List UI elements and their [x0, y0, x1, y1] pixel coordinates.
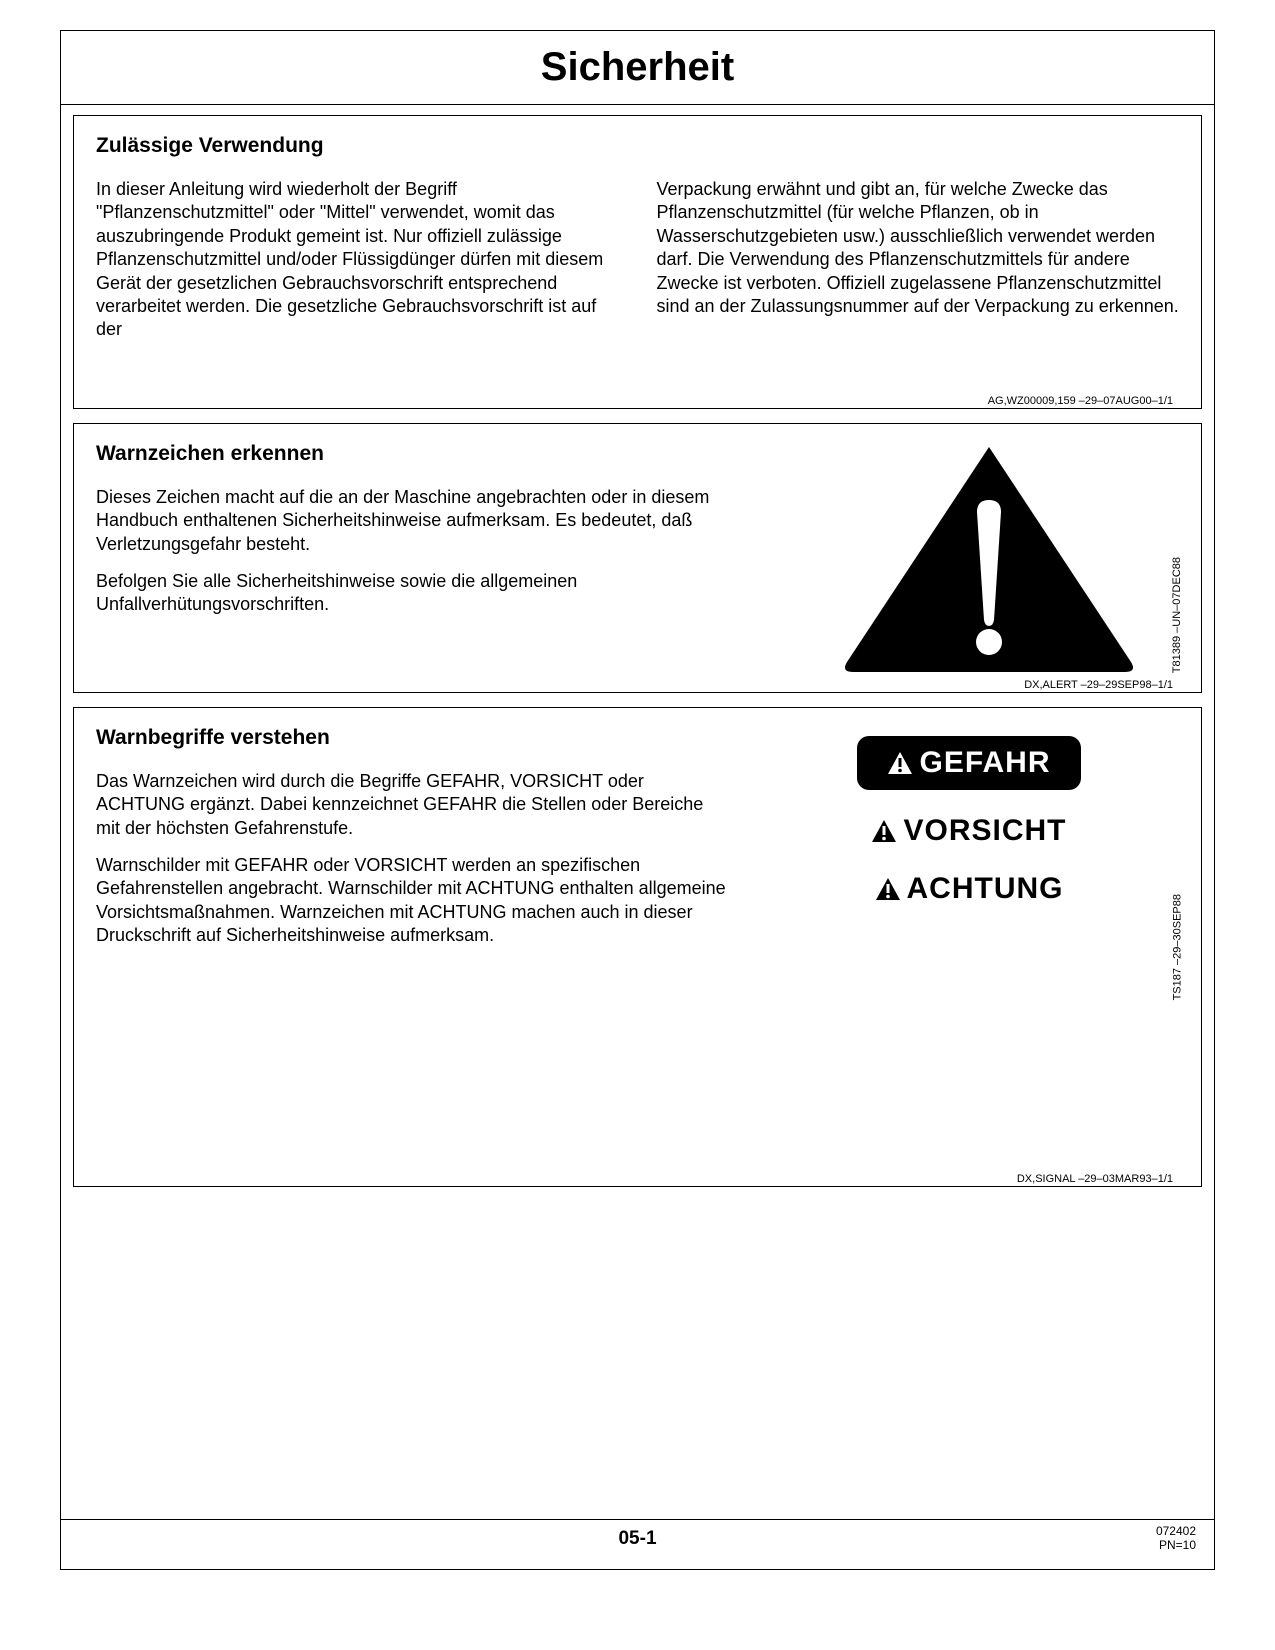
vorsicht-text: VORSICHT — [903, 814, 1066, 848]
warning-triangle-icon — [871, 819, 897, 843]
warning-triangle-icon — [839, 442, 1139, 672]
col-left: In dieser Anleitung wird wiederholt der … — [96, 178, 619, 342]
heading-permitted-use: Zulässige Verwendung — [96, 134, 1179, 158]
warning-triangle-figure: T81389 –UN–07DEC88 — [799, 442, 1179, 672]
gefahr-badge: GEFAHR — [857, 736, 1080, 790]
reference-code: DX,ALERT –29–29SEP98–1/1 — [1024, 679, 1173, 691]
content-area: Zulässige Verwendung In dieser Anleitung… — [61, 105, 1214, 1519]
heading-recognize-warning: Warnzeichen erkennen — [96, 442, 777, 466]
paragraph: Warnschilder mit GEFAHR oder VORSICHT we… — [96, 854, 729, 948]
title-block: Sicherheit — [61, 31, 1214, 105]
figure-code-vertical: TS187 –29–30SEP88 — [1171, 894, 1183, 1000]
paragraph: In dieser Anleitung wird wiederholt der … — [96, 178, 619, 342]
footer-pn: PN=10 — [1156, 1538, 1196, 1552]
text-column: Warnzeichen erkennen Dieses Zeichen mach… — [96, 442, 777, 672]
page-frame: Sicherheit Zulässige Verwendung In diese… — [60, 30, 1215, 1570]
warning-triangle-icon — [887, 751, 913, 775]
text-column: Warnbegriffe verstehen Das Warnzeichen w… — [96, 726, 729, 1146]
footer: 05-1 072402 PN=10 — [61, 1519, 1214, 1569]
achtung-label: ACHTUNG — [875, 872, 1064, 906]
reference-code: DX,SIGNAL –29–03MAR93–1/1 — [1017, 1173, 1173, 1185]
section-recognize-warning: Warnzeichen erkennen Dieses Zeichen mach… — [73, 423, 1202, 693]
vorsicht-label: VORSICHT — [871, 814, 1066, 848]
paragraph: Das Warnzeichen wird durch die Begriffe … — [96, 770, 729, 840]
page-number: 05-1 — [79, 1528, 1196, 1550]
two-column-layout: In dieser Anleitung wird wiederholt der … — [96, 178, 1179, 342]
heading-understand-warnings: Warnbegriffe verstehen — [96, 726, 729, 750]
paragraph: Verpackung erwähnt und gibt an, für welc… — [657, 178, 1180, 318]
section-understand-warnings: Warnbegriffe verstehen Das Warnzeichen w… — [73, 707, 1202, 1187]
paragraph: Befolgen Sie alle Sicherheitshinweise so… — [96, 570, 777, 617]
paragraph: Dieses Zeichen macht auf die an der Masc… — [96, 486, 777, 556]
page-title: Sicherheit — [61, 45, 1214, 90]
figure-code-vertical: T81389 –UN–07DEC88 — [1171, 557, 1183, 673]
col-right: Verpackung erwähnt und gibt an, für welc… — [657, 178, 1180, 342]
gefahr-text: GEFAHR — [919, 746, 1050, 780]
warning-triangle-icon — [875, 877, 901, 901]
achtung-text: ACHTUNG — [907, 872, 1064, 906]
footer-meta: 072402 PN=10 — [1156, 1524, 1196, 1552]
reference-code: AG,WZ00009,159 –29–07AUG00–1/1 — [988, 395, 1173, 407]
footer-date: 072402 — [1156, 1524, 1196, 1538]
section-permitted-use: Zulässige Verwendung In dieser Anleitung… — [73, 115, 1202, 409]
warning-words-figure: GEFAHR VORSICHT — [759, 726, 1179, 1146]
